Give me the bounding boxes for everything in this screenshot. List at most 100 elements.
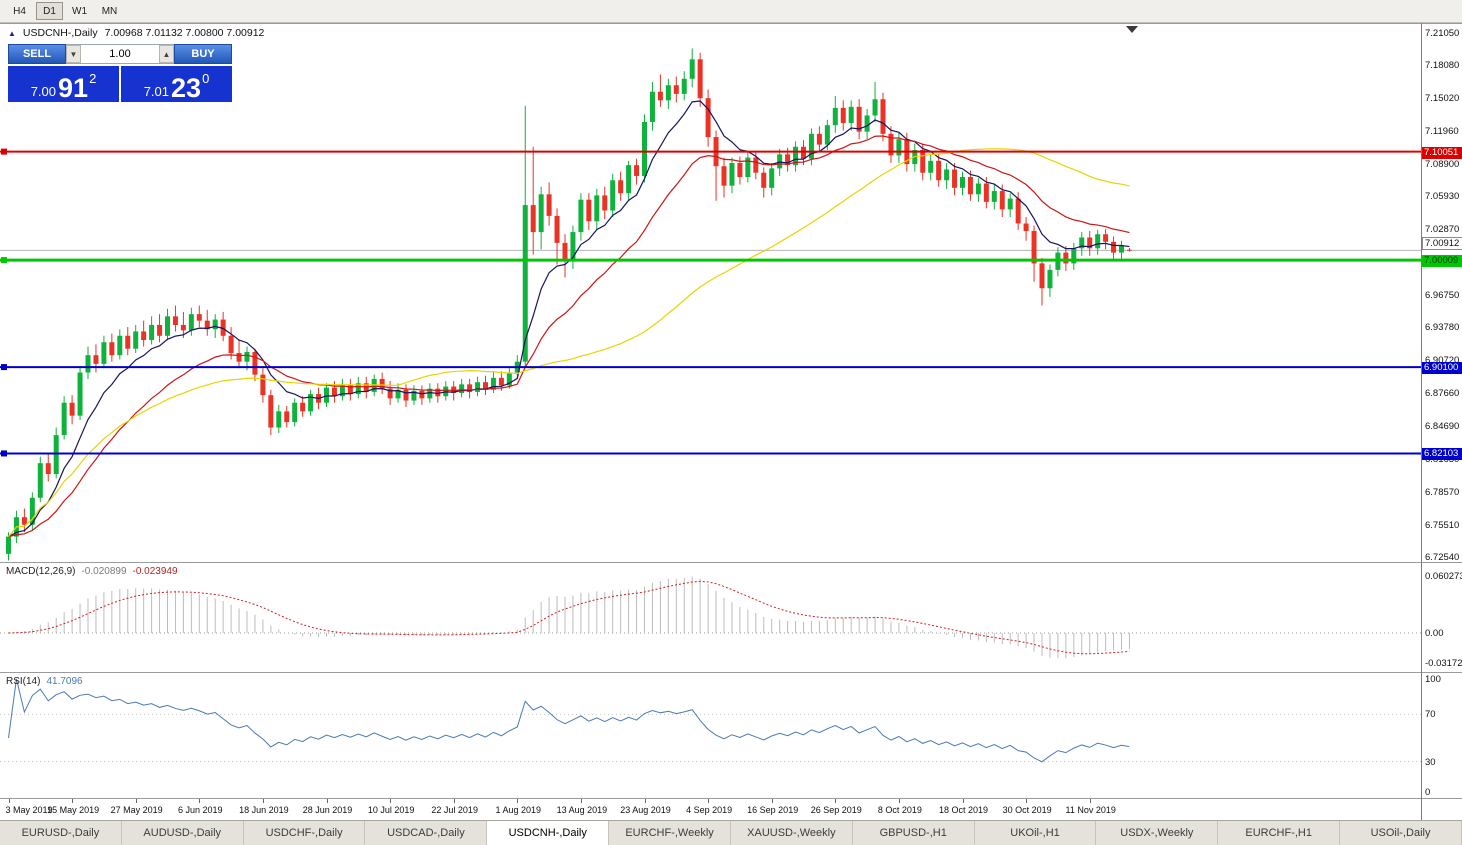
macd-axis-label: -0.031725 xyxy=(1425,658,1462,670)
sell-price-small: 7.00 xyxy=(30,83,57,99)
date-tick xyxy=(199,799,201,803)
chart-tab-usdx-weekly[interactable]: USDX-,Weekly xyxy=(1096,821,1219,845)
rsi-chart[interactable] xyxy=(0,673,1421,798)
buy-button[interactable]: BUY xyxy=(174,44,232,64)
date-label: 23 Aug 2019 xyxy=(620,805,671,815)
rsi-name: RSI(14) xyxy=(6,676,41,687)
price-tick: 7.11960 xyxy=(1425,126,1459,138)
macd-indicator-label: MACD(12,26,9) -0.020899 -0.023949 xyxy=(6,566,178,577)
date-label: 27 May 2019 xyxy=(110,805,163,815)
date-label: 13 Aug 2019 xyxy=(556,805,608,815)
buy-price-big: 23 xyxy=(171,72,202,103)
current-price-label: 7.00912 xyxy=(1422,237,1462,251)
chart-tab-eurchf-h1[interactable]: EURCHF-,H1 xyxy=(1218,821,1341,845)
chart-tab-usoil-daily[interactable]: USOil-,Daily xyxy=(1340,821,1462,845)
price-tick: 7.05930 xyxy=(1425,191,1460,203)
period-button-d1[interactable]: D1 xyxy=(36,2,63,20)
rsi-panel xyxy=(0,672,1462,798)
rsi-indicator-label: RSI(14) 41.7096 xyxy=(6,676,83,687)
volume-down-button[interactable]: ▼ xyxy=(66,45,81,63)
sell-button[interactable]: SELL xyxy=(8,44,66,64)
macd-panel xyxy=(0,562,1462,672)
buy-price-display[interactable]: 7.01 23 0 xyxy=(121,66,232,102)
price-tick: 6.84690 xyxy=(1425,420,1460,432)
volume-stepper[interactable]: ▼ 1.00 ▲ xyxy=(66,44,174,64)
date-tick xyxy=(453,799,455,803)
chart-tab-eurusd-daily[interactable]: EURUSD-,Daily xyxy=(0,821,122,845)
macd-axis-label: 0.00 xyxy=(1425,628,1444,639)
price-tick: 7.18080 xyxy=(1425,59,1460,71)
date-label: 22 Jul 2019 xyxy=(431,805,478,815)
date-tick xyxy=(898,799,900,803)
volume-up-button[interactable]: ▲ xyxy=(159,45,174,63)
buy-price-sup: 0 xyxy=(202,71,210,86)
period-toolbar: H4 D1 W1 MN xyxy=(0,0,1462,23)
sell-price-big: 91 xyxy=(58,72,89,103)
buy-price-small: 7.01 xyxy=(143,83,170,99)
volume-value[interactable]: 1.00 xyxy=(109,48,131,60)
date-label: 1 Aug 2019 xyxy=(495,805,542,815)
date-tick xyxy=(1089,799,1091,803)
price-tick: 6.96750 xyxy=(1425,290,1460,302)
price-tick: 7.02870 xyxy=(1425,224,1460,236)
price-tick: 6.78570 xyxy=(1425,486,1460,498)
chart-tab-gbpusd-h1[interactable]: GBPUSD-,H1 xyxy=(853,821,975,845)
chart-tab-audusd-daily[interactable]: AUDUSD-,Daily xyxy=(122,821,244,845)
price-axis[interactable]: 7.21050 7.18080 7.15020 7.11960 7.08900 7.059… xyxy=(1421,23,1462,820)
rsi-axis-label: 100 xyxy=(1425,674,1441,685)
chart-tab-usdcnh-daily[interactable]: USDCNH-,Daily xyxy=(487,821,610,845)
price-tick: 7.15020 xyxy=(1425,92,1460,104)
date-tick xyxy=(326,799,328,803)
price-tick: 6.72540 xyxy=(1425,551,1460,563)
chart-tab-ukoil-h1[interactable]: UKOil-,H1 xyxy=(975,821,1097,845)
one-click-collapse-arrow[interactable]: ▲ xyxy=(8,28,16,38)
price-tick: 6.90720 xyxy=(1425,355,1460,367)
date-label: 4 Sep 2019 xyxy=(686,805,733,815)
chart-ohlc-values: 7.00968 7.01132 7.00800 7.00912 xyxy=(104,27,265,39)
date-axis[interactable]: 3 May 2019 15 May 2019 27 May 2019 6 Jun 20… xyxy=(0,798,1462,820)
date-tick xyxy=(517,799,519,803)
date-tick xyxy=(962,799,964,803)
date-label: 15 May 2019 xyxy=(47,805,100,815)
rsi-axis-label: 70 xyxy=(1425,709,1436,721)
macd-chart[interactable] xyxy=(0,563,1421,672)
price-tick: 7.08900 xyxy=(1425,159,1460,171)
rsi-axis-label: 30 xyxy=(1425,756,1436,768)
chart-tab-usdchf-daily[interactable]: USDCHF-,Daily xyxy=(244,821,366,845)
date-tick xyxy=(390,799,392,803)
date-label: 28 Jun 2019 xyxy=(302,805,353,815)
rsi-value: 41.7096 xyxy=(46,676,83,687)
date-tick xyxy=(262,799,264,803)
chart-tab-bar: EURUSD-,Daily AUDUSD-,Daily USDCHF-,Daily U… xyxy=(0,820,1462,845)
date-tick xyxy=(771,799,773,803)
hline-price-label: 6.90100 xyxy=(1422,362,1462,375)
price-tick: 7.21050 xyxy=(1425,27,1460,39)
date-tick xyxy=(835,799,837,803)
date-label: 30 Oct 2019 xyxy=(1002,805,1052,815)
date-label: 8 Oct 2019 xyxy=(877,805,922,815)
macd-main-value: -0.020899 xyxy=(81,566,127,577)
period-button-mn[interactable]: MN xyxy=(101,5,118,17)
chart-symbol-period: USDCNH-,Daily xyxy=(22,27,98,39)
rsi-axis-label: 0 xyxy=(1425,787,1431,798)
sell-price-sup: 2 xyxy=(89,71,97,86)
period-button-h4[interactable]: H4 xyxy=(13,5,26,17)
date-tick xyxy=(72,799,74,803)
price-tick: 6.87660 xyxy=(1425,388,1460,400)
chart-tab-usdcad-daily[interactable]: USDCAD-,Daily xyxy=(365,821,488,845)
chart-tab-eurchf-weekly[interactable]: EURCHF-,Weekly xyxy=(609,821,731,845)
chart-tab-xauusd-weekly[interactable]: XAUUSD-,Weekly xyxy=(731,821,853,845)
date-tick xyxy=(1026,799,1028,803)
chart-title: ▲ USDCNH-,Daily 7.00968 7.01132 7.00800 … xyxy=(8,27,264,39)
macd-signal-value: -0.023949 xyxy=(132,566,178,577)
hline-price-label: 6.82103 xyxy=(1422,448,1462,461)
date-label: 18 Oct 2019 xyxy=(938,805,989,815)
hline-price-label: 7.10051 xyxy=(1422,146,1462,159)
date-label: 18 Jun 2019 xyxy=(239,805,289,815)
price-tick: 6.93780 xyxy=(1425,322,1460,334)
date-tick xyxy=(8,799,10,803)
hline-price-label: 7.00009 xyxy=(1422,255,1462,268)
candlestick-chart[interactable] xyxy=(0,24,1421,562)
sell-price-display[interactable]: 7.00 91 2 xyxy=(8,66,119,102)
period-button-w1[interactable]: W1 xyxy=(72,5,87,17)
